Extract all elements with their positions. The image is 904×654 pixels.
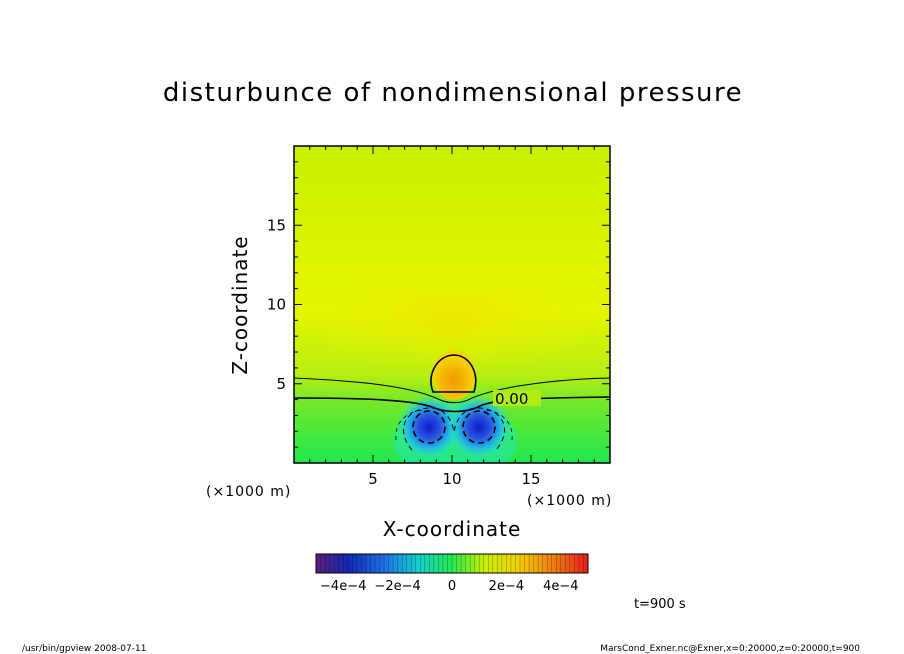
x-axis-label: X-coordinate [383,517,522,541]
colorbar-label-4e-4: 4e−4 [543,579,578,594]
x-units-label: (×1000 m) [527,493,612,509]
colorbar-label-0: 0 [448,579,456,594]
y-axis-label: Z-coordinate [228,235,252,374]
contour-neg-far-right [482,409,513,441]
colorbar-label-m2e-4: −2e−4 [374,579,420,594]
y-tick-label-15: 15 [267,216,286,234]
contour-neg-outer [402,407,506,451]
colorbar-label-2e-4: 2e−4 [489,579,524,594]
z-units-label: (×1000 m) [206,484,291,500]
contour-label-bg [493,390,541,406]
contour-neg-far-left [395,409,426,441]
contour-neg-right-inner [462,410,496,444]
footer-right: MarsCond_Exner.nc@Exner,x=0:20000,z=0:20… [600,644,860,654]
contour-label: 0.00 [495,390,528,408]
contour-neg-left-inner [412,410,446,444]
contour-upper [294,377,610,404]
footer-left: /usr/bin/gpview 2008-07-11 [22,644,146,654]
positive-anomaly [432,350,476,400]
colorbar-label-m4e-4: −4e−4 [320,579,366,594]
axis-ticks [294,146,610,463]
colorbar [316,554,588,573]
colorbar-lines [320,554,584,573]
y-tick-label-5: 5 [276,375,286,393]
y-tick-label-10: 10 [267,296,286,314]
chart-title: disturbunce of nondimensional pressure [163,78,743,108]
x-tick-label-10: 10 [442,470,461,488]
contour-bubble [430,354,477,393]
plot-field [294,146,610,463]
x-tick-label-15: 15 [521,470,540,488]
x-tick-label-5: 5 [368,470,378,488]
field-halo [304,263,604,373]
colorbar-frame [315,553,589,574]
time-label: t=900 s [634,597,686,612]
